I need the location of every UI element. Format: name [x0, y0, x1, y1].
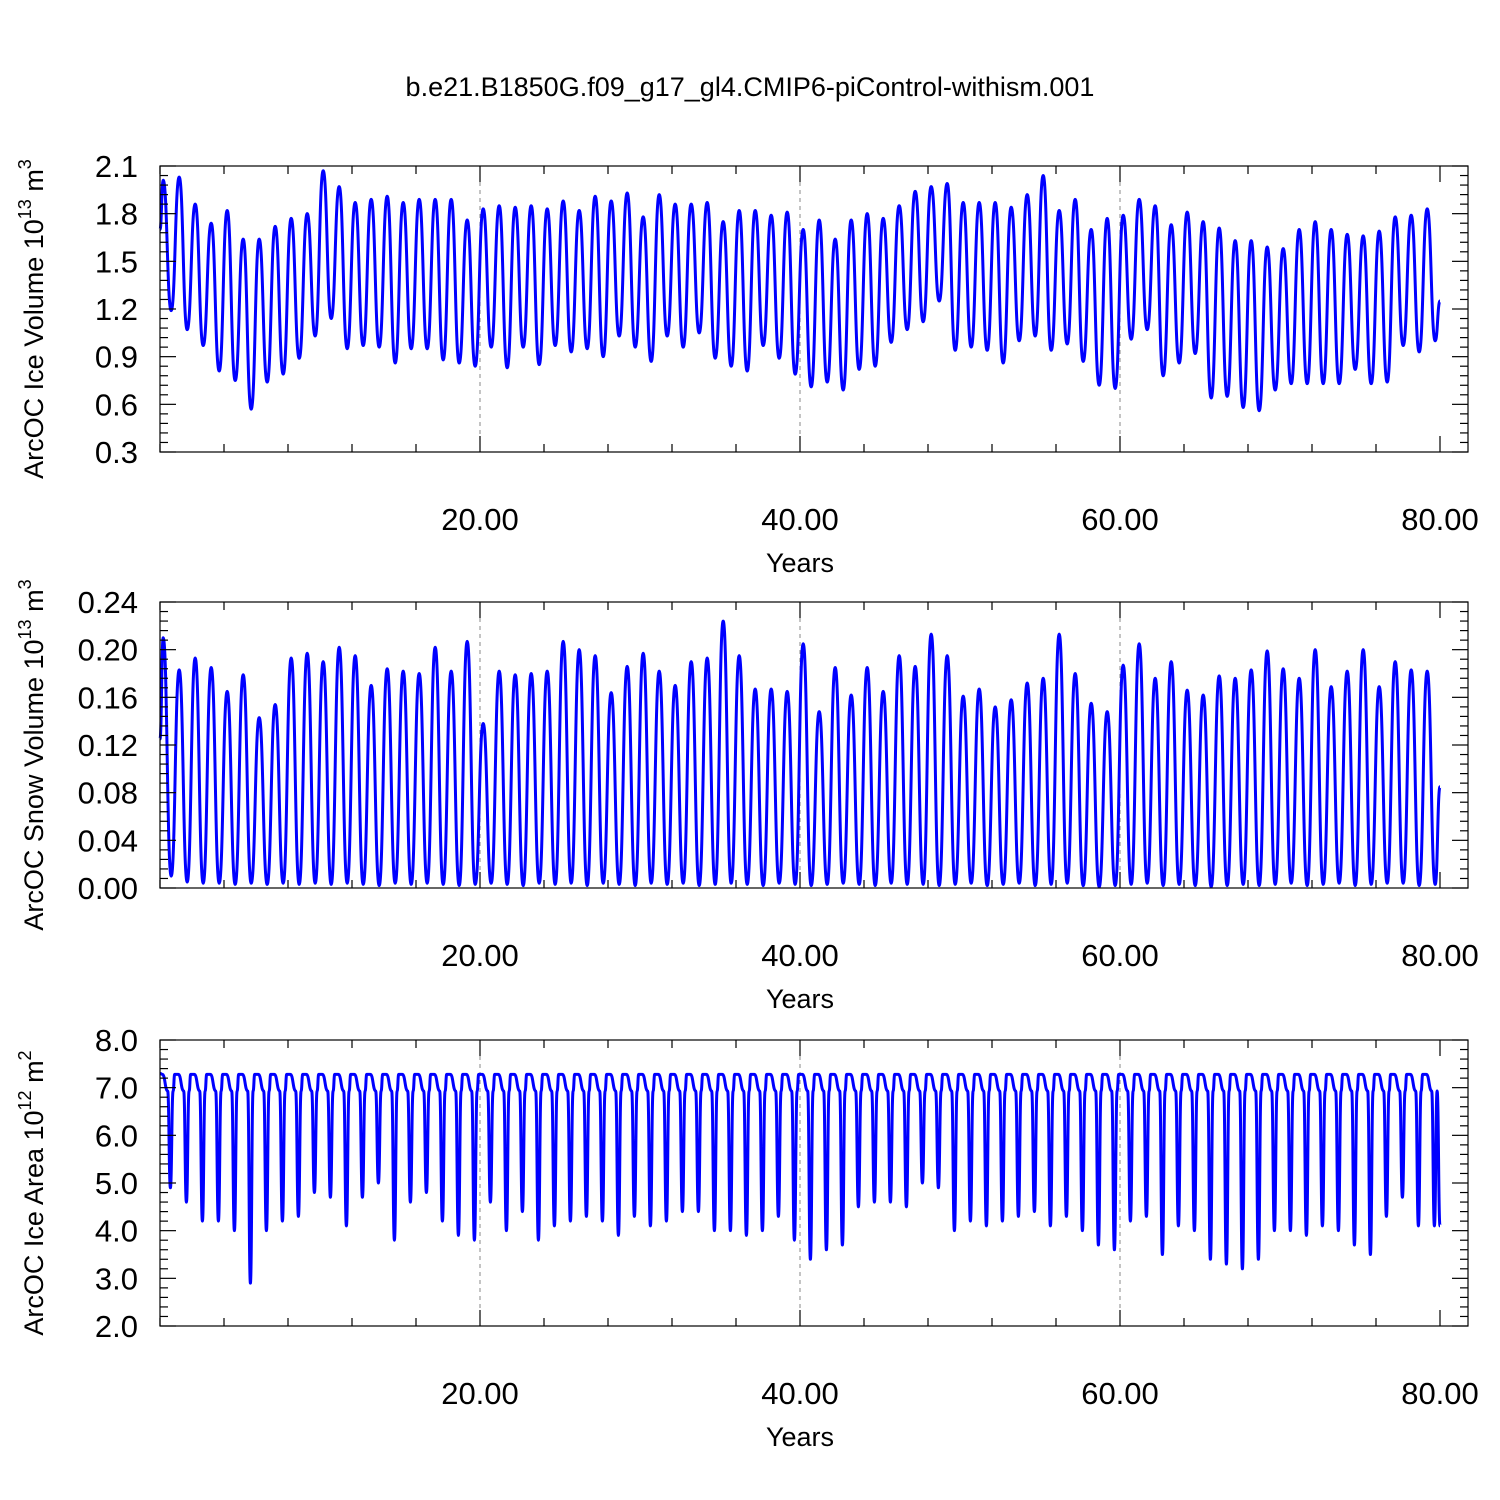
x-tick-label: 80.00	[1401, 502, 1479, 537]
y-tick-label: 5.0	[95, 1166, 138, 1201]
y-tick-label: 3.0	[95, 1261, 138, 1296]
x-tick-label: 40.00	[761, 1376, 839, 1411]
x-tick-label: 20.00	[441, 1376, 519, 1411]
series-line	[158, 619, 1442, 889]
series-line	[158, 169, 1442, 413]
ylabel-unit-exponent: 3	[15, 159, 35, 169]
series-line	[159, 1071, 1442, 1285]
y-tick-label: 2.1	[95, 149, 138, 184]
x-tick-label: 20.00	[441, 502, 519, 537]
ylabel-text: ArcOC Ice Area 10	[19, 1110, 49, 1335]
ylabel-exponent: 12	[15, 1090, 35, 1110]
page-title: b.e21.B1850G.f09_g17_gl4.CMIP6-piControl…	[405, 72, 1095, 102]
x-axis-title: Years	[766, 984, 834, 1014]
ylabel-unit: m	[19, 589, 49, 619]
x-tick-label: 40.00	[761, 938, 839, 973]
ylabel-text: ArcOC Snow Volume 10	[19, 639, 49, 930]
x-tick-label: 40.00	[761, 502, 839, 537]
y-tick-label: 7.0	[95, 1071, 138, 1106]
x-axis-title: Years	[766, 548, 834, 578]
x-tick-label: 20.00	[441, 938, 519, 973]
y-tick-label: 1.2	[95, 292, 138, 327]
x-axis-title: Years	[766, 1422, 834, 1452]
x-tick-label: 60.00	[1081, 502, 1159, 537]
ylabel-exponent: 13	[15, 199, 35, 219]
y-tick-label: 4.0	[95, 1214, 138, 1249]
x-tick-label: 60.00	[1081, 1376, 1159, 1411]
ylabel-unit-exponent: 2	[15, 1050, 35, 1060]
y-axis-title: ArcOC Ice Area 1012 m2	[15, 1050, 49, 1335]
y-tick-label: 0.24	[78, 585, 138, 620]
y-tick-label: 0.16	[78, 680, 138, 715]
ylabel-text: ArcOC Ice Volume 10	[19, 219, 49, 479]
y-tick-label: 0.12	[78, 728, 138, 763]
y-axis-title: ArcOC Snow Volume 1013 m3	[15, 579, 49, 930]
x-tick-label: 80.00	[1401, 1376, 1479, 1411]
y-tick-label: 0.6	[95, 387, 138, 422]
y-tick-label: 0.9	[95, 340, 138, 375]
y-tick-label: 2.0	[95, 1309, 138, 1344]
ylabel-unit-exponent: 3	[15, 579, 35, 589]
y-tick-label: 6.0	[95, 1118, 138, 1153]
y-tick-label: 8.0	[95, 1023, 138, 1058]
y-tick-label: 0.00	[78, 871, 138, 906]
y-axis-title: ArcOC Ice Volume 1013 m3	[15, 159, 49, 479]
x-tick-label: 60.00	[1081, 938, 1159, 973]
ylabel-exponent: 13	[15, 619, 35, 639]
y-tick-label: 0.08	[78, 776, 138, 811]
y-tick-label: 0.04	[78, 823, 138, 858]
y-tick-label: 1.5	[95, 244, 138, 279]
x-tick-label: 80.00	[1401, 938, 1479, 973]
ylabel-unit: m	[19, 169, 49, 199]
y-tick-label: 0.3	[95, 435, 138, 470]
ylabel-unit: m	[19, 1060, 49, 1090]
y-tick-label: 1.8	[95, 197, 138, 232]
y-tick-label: 0.20	[78, 633, 138, 668]
